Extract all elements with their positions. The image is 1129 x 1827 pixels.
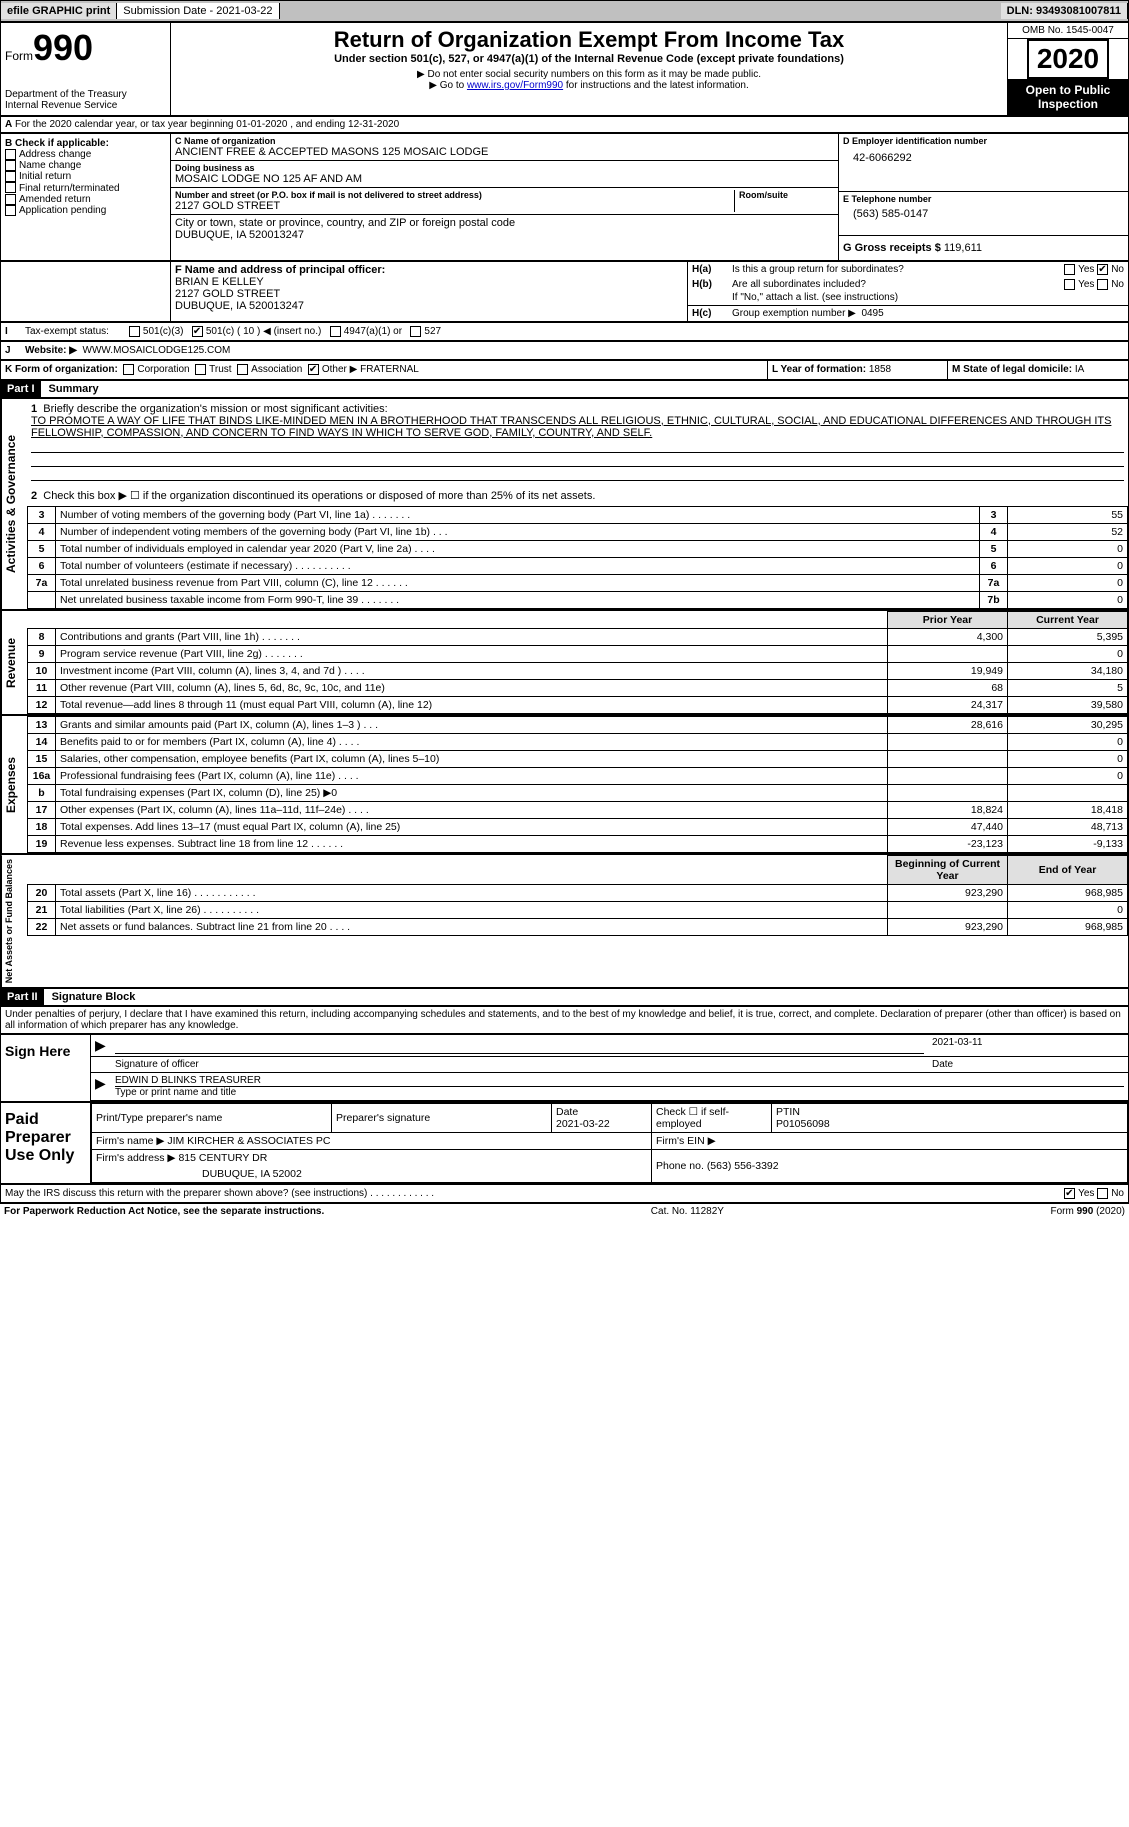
col-b: B Check if applicable: Address changeNam… bbox=[1, 134, 171, 260]
gross-receipts: 119,611 bbox=[944, 242, 982, 254]
form-number: Form990 bbox=[5, 27, 166, 69]
part1-balances: Net Assets or Fund Balances Beginning of… bbox=[0, 854, 1129, 988]
governance-table: 3Number of voting members of the governi… bbox=[27, 506, 1128, 609]
part2-header: Part II Signature Block bbox=[0, 988, 1129, 1006]
col-c: C Name of organization ANCIENT FREE & AC… bbox=[171, 134, 838, 260]
tax-year: 2020 bbox=[1027, 39, 1109, 79]
ein: 42-6066292 bbox=[843, 146, 1124, 164]
paid-preparer: Paid Preparer Use Only Print/Type prepar… bbox=[0, 1102, 1129, 1184]
officer-name: BRIAN E KELLEY bbox=[175, 276, 264, 288]
group-exemption: 0495 bbox=[861, 308, 883, 319]
expenses-table: 13Grants and similar amounts paid (Part … bbox=[27, 716, 1128, 853]
street: 2127 GOLD STREET bbox=[175, 200, 734, 212]
balances-table: Beginning of Current YearEnd of Year20To… bbox=[27, 855, 1128, 936]
omb: OMB No. 1545-0047 bbox=[1008, 23, 1128, 39]
note-link: ▶ Go to www.irs.gov/Form990 for instruct… bbox=[175, 80, 1003, 91]
form-subtitle: Under section 501(c), 527, or 4947(a)(1)… bbox=[175, 53, 1003, 65]
part1-header: Part I Summary bbox=[0, 380, 1129, 398]
sign-here: Sign Here ▶ 2021-03-11 Signature of offi… bbox=[0, 1034, 1129, 1102]
city: DUBUQUE, IA 520013247 bbox=[175, 229, 834, 241]
revenue-table: Prior YearCurrent Year8Contributions and… bbox=[27, 611, 1128, 714]
footer: For Paperwork Reduction Act Notice, see … bbox=[0, 1203, 1129, 1219]
submission-date: Submission Date - 2021-03-22 bbox=[117, 3, 279, 19]
form-header: Form990 Department of the Treasury Inter… bbox=[0, 22, 1129, 116]
dln: DLN: 93493081007811 bbox=[1001, 3, 1128, 19]
part1-revenue: Revenue Prior YearCurrent Year8Contribut… bbox=[0, 610, 1129, 715]
line-j: J Website: ▶ WWW.MOSAICLODGE125.COM bbox=[0, 341, 1129, 360]
phone: (563) 585-0147 bbox=[843, 204, 1124, 220]
org-name: ANCIENT FREE & ACCEPTED MASONS 125 MOSAI… bbox=[175, 146, 834, 158]
website: WWW.MOSAICLODGE125.COM bbox=[83, 345, 231, 356]
dba: MOSAIC LODGE NO 125 AF AND AM bbox=[175, 173, 834, 185]
open-inspection: Open to Public Inspection bbox=[1008, 79, 1128, 115]
form-title: Return of Organization Exempt From Incom… bbox=[175, 27, 1003, 53]
line-klm: K Form of organization: Corporation Trus… bbox=[0, 360, 1129, 379]
officer-name-title: EDWIN D BLINKS TREASURER bbox=[115, 1075, 1124, 1087]
line-a: A For the 2020 calendar year, or tax yea… bbox=[0, 116, 1129, 133]
efile-button[interactable]: efile GRAPHIC print bbox=[1, 3, 117, 19]
section-fh: F Name and address of principal officer:… bbox=[0, 261, 1129, 322]
discuss-row: May the IRS discuss this return with the… bbox=[0, 1184, 1129, 1203]
declaration: Under penalties of perjury, I declare th… bbox=[0, 1006, 1129, 1034]
irs-link[interactable]: www.irs.gov/Form990 bbox=[467, 80, 563, 91]
dept-label: Department of the Treasury Internal Reve… bbox=[5, 89, 166, 111]
part1-expenses: Expenses 13Grants and similar amounts pa… bbox=[0, 715, 1129, 854]
mission: TO PROMOTE A WAY OF LIFE THAT BINDS LIKE… bbox=[31, 415, 1124, 439]
top-bar: efile GRAPHIC print Submission Date - 20… bbox=[0, 0, 1129, 22]
col-d: D Employer identification number 42-6066… bbox=[838, 134, 1128, 260]
section-bcde: B Check if applicable: Address changeNam… bbox=[0, 133, 1129, 261]
part1-governance: Activities & Governance 1 Briefly descri… bbox=[0, 398, 1129, 610]
note-ssn: ▶ Do not enter social security numbers o… bbox=[175, 69, 1003, 80]
line-i: I Tax-exempt status: 501(c)(3) 501(c) ( … bbox=[0, 322, 1129, 341]
